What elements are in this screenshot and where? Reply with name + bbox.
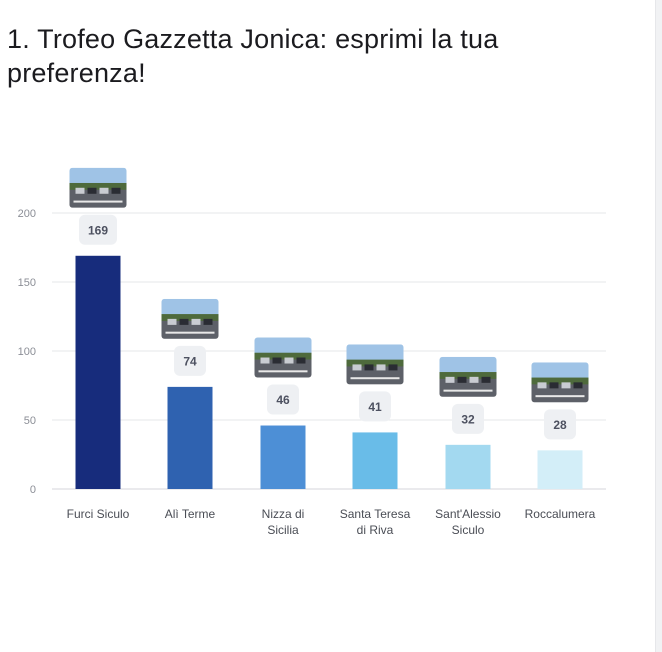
- street-photo-icon: [439, 356, 497, 397]
- value-label-box: [452, 403, 484, 434]
- y-tick-label: 150: [18, 277, 36, 289]
- bar[interactable]: [167, 386, 213, 489]
- bar[interactable]: [260, 425, 306, 489]
- x-tick-label: Nizza di Sicilia: [262, 507, 305, 537]
- scrollbar[interactable]: [655, 0, 662, 652]
- y-tick-label: 0: [30, 484, 36, 496]
- bar[interactable]: [537, 450, 583, 489]
- street-photo-icon: [531, 362, 589, 403]
- x-tick-label: Roccalumera: [525, 507, 596, 521]
- x-tick-label: Furci Siculo: [67, 507, 130, 521]
- data-label: 32: [461, 412, 475, 426]
- data-label: 169: [88, 223, 108, 237]
- data-label: 74: [183, 354, 197, 368]
- value-label-box: [544, 409, 576, 440]
- data-label: 28: [553, 418, 567, 432]
- street-photo-icon: [69, 167, 127, 208]
- x-tick-label: Sant'Alessio Siculo: [435, 507, 501, 537]
- value-label-box: [359, 391, 391, 422]
- x-tick-label: Santa Teresa di Riva: [340, 507, 411, 537]
- y-tick-label: 100: [18, 346, 36, 358]
- value-label-box: [267, 384, 299, 415]
- bar[interactable]: [445, 444, 491, 489]
- street-photo-icon: [346, 344, 404, 385]
- bar[interactable]: [352, 432, 398, 489]
- y-tick-label: 200: [18, 208, 36, 220]
- poll-title: 1. Trofeo Gazzetta Jonica: esprimi la tu…: [7, 24, 499, 88]
- value-label-box: [79, 214, 117, 245]
- street-photo-icon: [161, 298, 219, 339]
- x-tick-label: Alì Terme: [165, 507, 216, 521]
- data-label: 46: [276, 393, 290, 407]
- data-label: 41: [368, 400, 382, 414]
- y-tick-label: 50: [24, 415, 36, 427]
- value-label-box: [174, 345, 206, 376]
- bar[interactable]: [75, 255, 121, 489]
- street-photo-icon: [254, 337, 312, 378]
